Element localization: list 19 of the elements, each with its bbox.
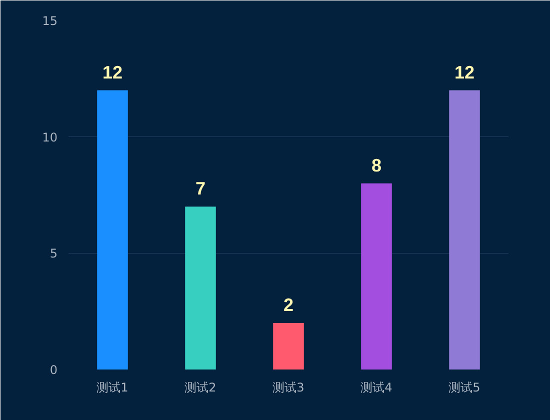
y-tick-label: 5 (50, 246, 58, 261)
x-tick-label: 测试1 (96, 380, 128, 394)
bar (449, 90, 480, 370)
y-tick-label: 15 (42, 14, 58, 28)
bar (185, 206, 216, 370)
bar (361, 183, 392, 370)
data-label: 7 (195, 178, 206, 199)
data-label: 8 (371, 155, 382, 176)
x-tick-label: 测试4 (360, 380, 392, 394)
x-tick-label: 测试5 (448, 380, 480, 394)
y-tick-label: 0 (50, 363, 58, 377)
data-label: 12 (102, 62, 123, 82)
bar (97, 90, 128, 370)
data-label: 12 (454, 62, 475, 82)
data-label: 2 (283, 294, 294, 315)
y-tick-label: 10 (42, 130, 58, 144)
x-tick-label: 测试2 (184, 380, 216, 394)
x-tick-label: 测试3 (272, 380, 304, 394)
bar (273, 322, 304, 370)
